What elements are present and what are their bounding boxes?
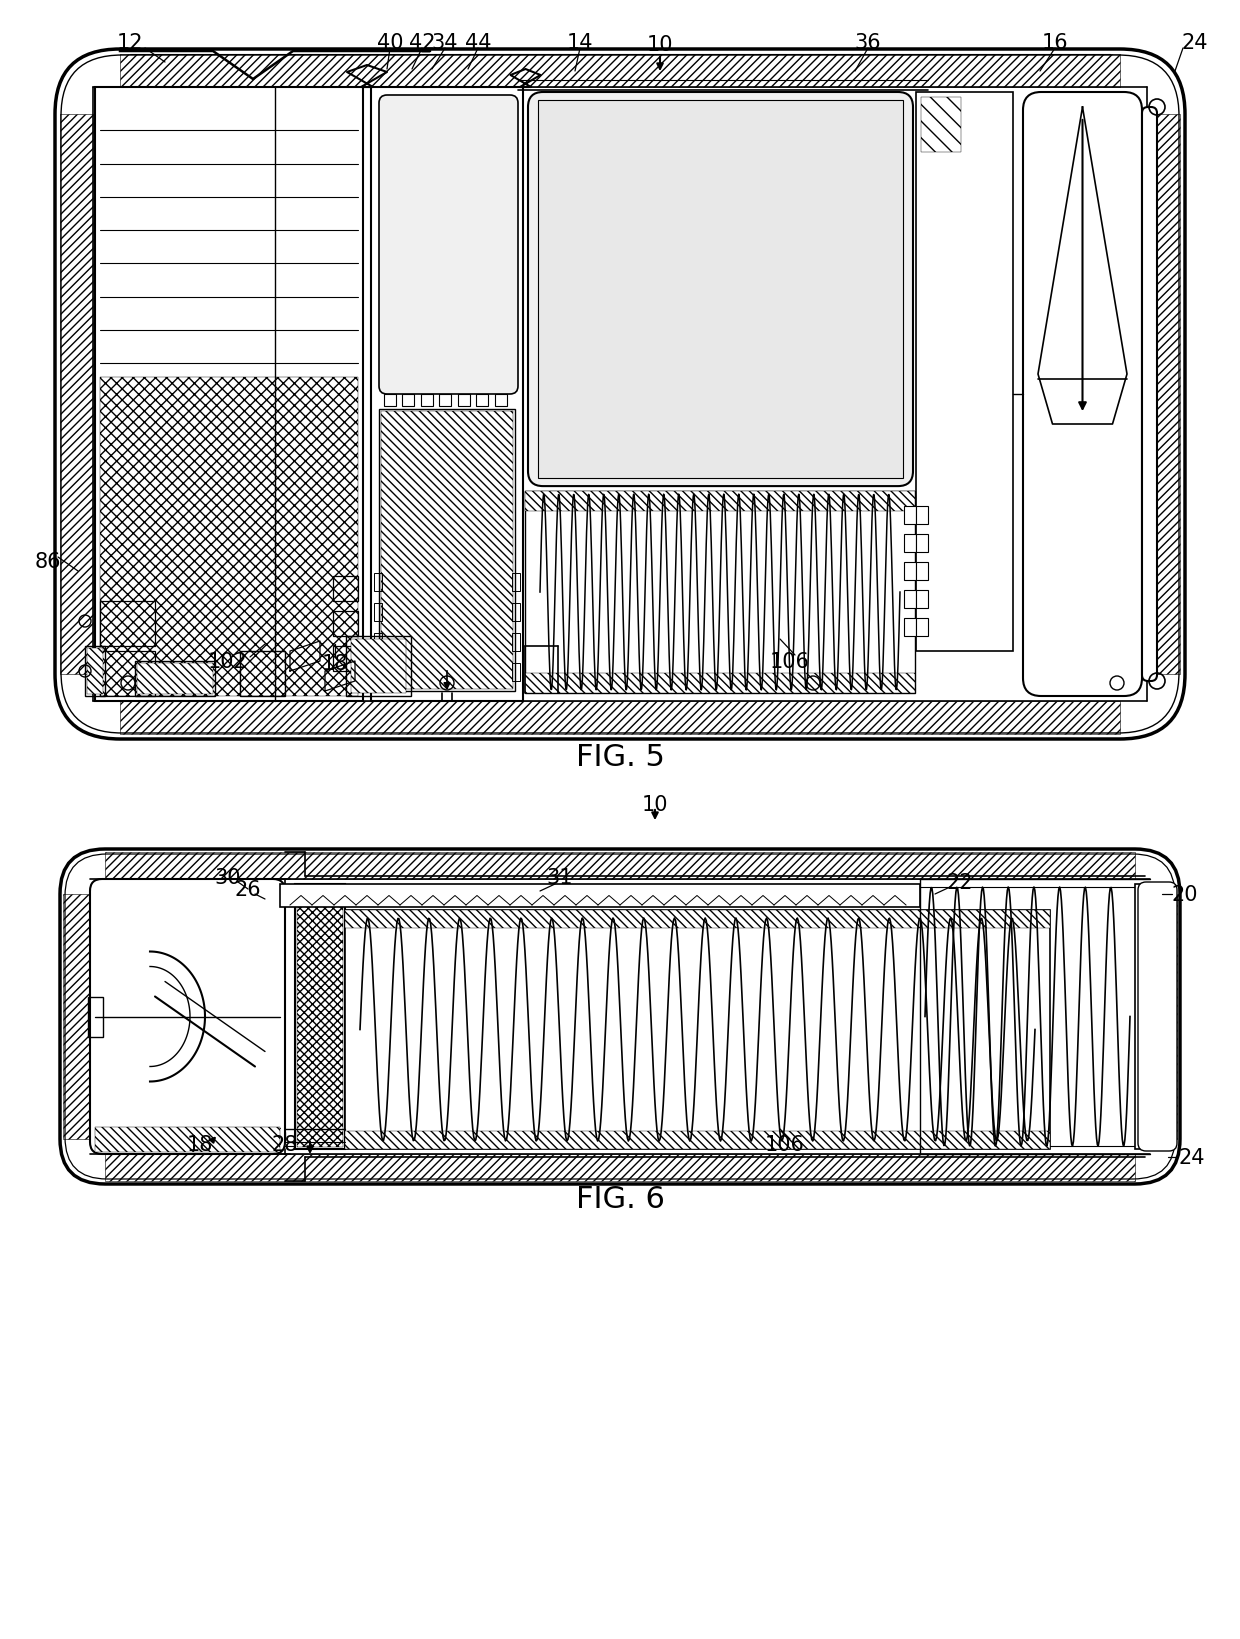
Text: 10: 10 (647, 34, 673, 56)
Text: 106: 106 (765, 1134, 805, 1154)
Text: 24: 24 (1182, 33, 1208, 52)
Bar (381, 411, 513, 690)
Text: 30: 30 (215, 867, 242, 887)
Bar (346, 636, 410, 697)
Bar (904, 562, 916, 580)
Bar (95, 89, 363, 701)
Bar (512, 574, 520, 592)
Text: 86: 86 (35, 552, 61, 572)
Text: 22: 22 (947, 872, 973, 893)
Bar (512, 664, 520, 682)
FancyBboxPatch shape (528, 93, 913, 487)
Bar (916, 590, 928, 608)
Bar (916, 562, 928, 580)
Bar (100, 652, 155, 697)
Text: 10: 10 (642, 795, 668, 815)
Text: 18: 18 (322, 654, 348, 674)
Text: FIG. 6: FIG. 6 (575, 1185, 665, 1214)
Bar (345, 910, 1050, 1149)
Text: 20: 20 (1172, 885, 1198, 905)
Bar (904, 534, 916, 552)
Bar (241, 652, 285, 697)
Bar (1149, 895, 1177, 1139)
Bar (916, 534, 928, 552)
Bar (345, 910, 1050, 928)
Bar (916, 618, 928, 636)
FancyBboxPatch shape (55, 49, 1185, 739)
Bar (525, 492, 915, 693)
Text: 28: 28 (272, 1134, 298, 1154)
Bar (135, 662, 215, 697)
Bar (904, 618, 916, 636)
Bar (63, 895, 91, 1139)
Bar (512, 603, 520, 621)
Bar (921, 98, 961, 152)
FancyBboxPatch shape (379, 97, 518, 395)
Bar (105, 852, 1135, 880)
Bar (87, 649, 103, 695)
Bar (1135, 885, 1154, 1149)
Bar (420, 395, 433, 406)
Bar (334, 647, 358, 672)
Bar (345, 1131, 1050, 1149)
Bar (351, 639, 405, 693)
Text: 42: 42 (409, 33, 435, 52)
Text: 18: 18 (187, 1134, 213, 1154)
Bar (298, 887, 343, 1147)
Bar (120, 701, 1120, 734)
Bar (1147, 115, 1180, 675)
Bar (95, 1128, 280, 1152)
Bar (371, 89, 523, 701)
Text: 44: 44 (465, 33, 491, 52)
Bar (525, 492, 915, 511)
Bar (86, 647, 105, 697)
Bar (374, 634, 382, 652)
Bar (374, 574, 382, 592)
Bar (60, 115, 93, 675)
Text: 102: 102 (208, 652, 248, 672)
Bar (512, 634, 520, 652)
Bar (334, 577, 358, 602)
Bar (538, 102, 903, 479)
Bar (105, 1154, 1135, 1182)
Bar (525, 674, 915, 693)
Bar (334, 611, 358, 636)
Bar (295, 885, 345, 1149)
Bar (916, 93, 1013, 652)
Bar (120, 56, 1120, 89)
Bar (458, 395, 470, 406)
Text: 31: 31 (547, 867, 573, 887)
Bar (88, 997, 103, 1037)
Bar (280, 885, 920, 908)
Text: 16: 16 (1042, 33, 1069, 52)
FancyBboxPatch shape (1138, 882, 1177, 1151)
Bar (384, 395, 396, 406)
Bar (904, 506, 916, 524)
Bar (374, 664, 382, 682)
Text: 26: 26 (234, 880, 262, 900)
Text: 34: 34 (432, 33, 459, 52)
FancyBboxPatch shape (91, 880, 285, 1154)
FancyBboxPatch shape (1023, 93, 1142, 697)
Text: 40: 40 (377, 33, 403, 52)
Bar (916, 506, 928, 524)
Bar (100, 602, 155, 647)
FancyBboxPatch shape (60, 849, 1180, 1185)
Bar (403, 395, 414, 406)
Bar (374, 603, 382, 621)
Bar (136, 664, 213, 695)
Bar (495, 395, 507, 406)
Text: FIG. 5: FIG. 5 (575, 742, 665, 772)
Bar (439, 395, 451, 406)
Text: 12: 12 (117, 33, 144, 52)
Text: 24: 24 (1179, 1147, 1205, 1167)
Text: 36: 36 (854, 33, 882, 52)
Bar (904, 590, 916, 608)
FancyBboxPatch shape (1142, 108, 1157, 682)
Text: 14: 14 (567, 33, 593, 52)
Text: 106: 106 (770, 652, 810, 672)
Bar (379, 410, 515, 692)
Bar (476, 395, 489, 406)
Bar (100, 377, 358, 697)
